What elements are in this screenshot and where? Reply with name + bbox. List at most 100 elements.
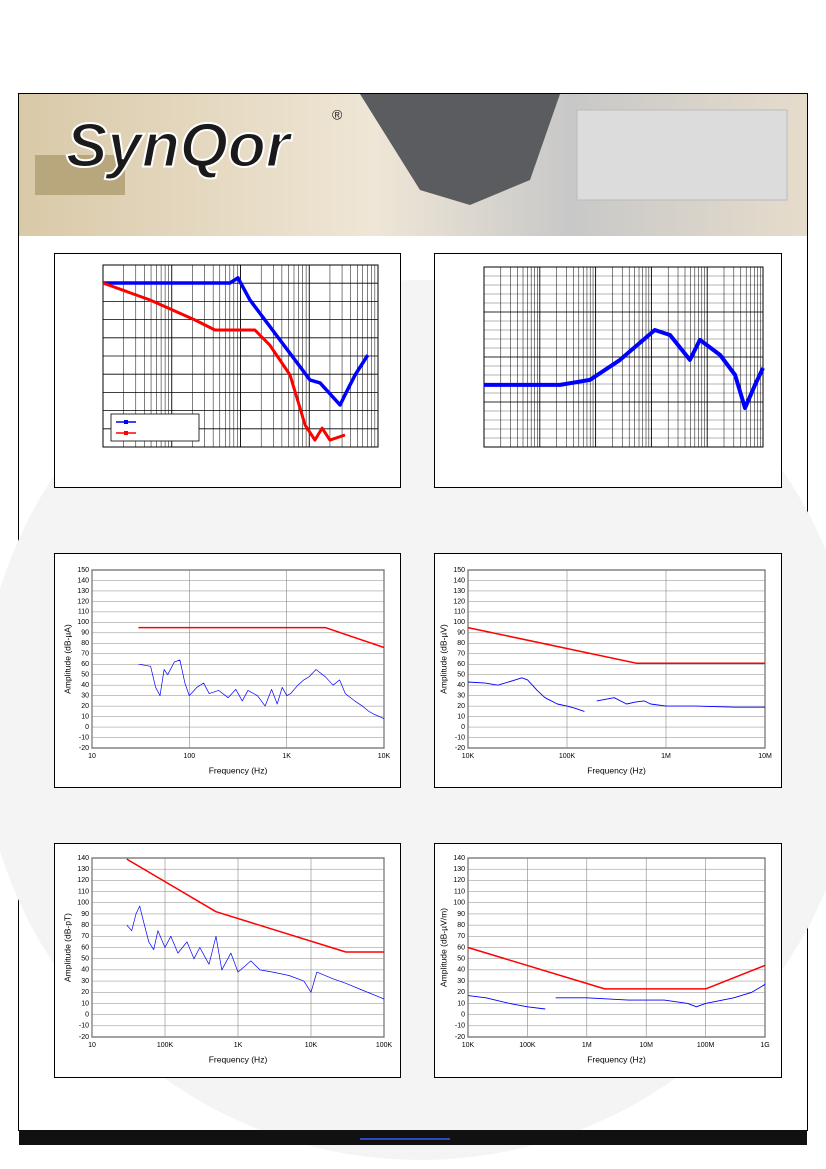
y-tick-label: -10 <box>455 734 465 741</box>
plot-area <box>91 569 385 749</box>
y-tick-label: 70 <box>81 933 89 940</box>
x-tick-label: 100K <box>559 753 576 760</box>
legend <box>110 413 200 442</box>
y-axis-label: Amplitude (dB-µV) <box>438 624 448 694</box>
y-tick-label: 90 <box>457 911 465 918</box>
x-axis-label: Frequency (Hz) <box>587 765 646 775</box>
y-tick-label: 140 <box>77 855 89 862</box>
banner-ship <box>576 109 788 201</box>
y-tick-label: 100 <box>77 900 89 907</box>
y-tick-label: 40 <box>457 682 465 689</box>
y-axis-label: Amplitude (dB-µA) <box>62 624 72 694</box>
y-tick-label: 0 <box>85 724 89 731</box>
y-tick-label: 150 <box>453 567 465 574</box>
data-line <box>138 659 385 720</box>
data-line <box>103 276 370 407</box>
y-tick-label: 120 <box>453 598 465 605</box>
y-tick-label: 80 <box>81 922 89 929</box>
data-line <box>467 946 766 990</box>
x-tick-label: 100K <box>519 1042 536 1049</box>
data-line <box>467 984 766 1010</box>
y-tick-label: 10 <box>457 1000 465 1007</box>
y-tick-label: 150 <box>77 567 89 574</box>
y-tick-label: 120 <box>453 877 465 884</box>
y-tick-label: 20 <box>81 703 89 710</box>
x-tick-label: 10M <box>758 753 772 760</box>
y-tick-label: 130 <box>77 866 89 873</box>
y-tick-label: 10 <box>81 1000 89 1007</box>
x-tick-label: 10K <box>378 753 391 760</box>
banner-tank <box>35 155 125 195</box>
logo-mark: ® <box>332 107 343 123</box>
x-tick-label: 10M <box>639 1042 653 1049</box>
y-tick-label: 80 <box>457 922 465 929</box>
x-tick-label: 1M <box>582 1042 592 1049</box>
y-tick-label: 140 <box>453 577 465 584</box>
x-tick-label: 1K <box>234 1042 243 1049</box>
x-tick-label: 100M <box>697 1042 715 1049</box>
y-tick-label: 0 <box>85 1011 89 1018</box>
x-axis-label: Frequency (Hz) <box>209 1054 268 1064</box>
banner-aircraft <box>360 94 560 205</box>
x-tick-label: 1M <box>661 753 671 760</box>
y-axis-label: Amplitude (dB-pT) <box>62 913 72 982</box>
y-tick-label: 120 <box>77 598 89 605</box>
data-line <box>484 328 765 411</box>
y-tick-label: -10 <box>455 1023 465 1030</box>
y-tick-label: 140 <box>453 855 465 862</box>
y-axis-label: Amplitude (dB-µV/m) <box>438 908 448 987</box>
y-tick-label: 50 <box>81 672 89 679</box>
x-axis-label: Frequency (Hz) <box>587 1054 646 1064</box>
x-tick-label: 100 <box>183 753 195 760</box>
x-tick-label: 10 <box>88 753 96 760</box>
data-line <box>102 281 346 442</box>
y-tick-label: -20 <box>455 1034 465 1041</box>
y-tick-label: 70 <box>457 933 465 940</box>
y-tick-label: 20 <box>457 989 465 996</box>
y-tick-label: 140 <box>77 577 89 584</box>
y-tick-label: 60 <box>457 944 465 951</box>
footer-accent <box>360 1138 450 1140</box>
y-tick-label: 60 <box>457 661 465 668</box>
data-line <box>467 626 765 664</box>
y-tick-label: 10 <box>457 713 465 720</box>
y-tick-label: 90 <box>81 911 89 918</box>
y-tick-label: 100 <box>453 619 465 626</box>
y-tick-label: 20 <box>81 989 89 996</box>
y-tick-label: 110 <box>454 888 465 895</box>
y-tick-label: 80 <box>81 640 89 647</box>
y-tick-label: 10 <box>81 713 89 720</box>
y-tick-label: 0 <box>461 1011 465 1018</box>
y-tick-label: 50 <box>457 956 465 963</box>
x-tick-label: 1K <box>282 753 291 760</box>
x-tick-label: 1G <box>760 1042 769 1049</box>
y-tick-label: 70 <box>81 651 89 658</box>
y-tick-label: -20 <box>455 745 465 752</box>
footer-bar <box>19 1130 807 1145</box>
y-tick-label: 80 <box>457 640 465 647</box>
y-tick-label: 40 <box>81 967 89 974</box>
y-tick-label: -10 <box>79 1023 89 1030</box>
y-tick-label: 70 <box>457 651 465 658</box>
x-tick-label: 100K <box>376 1042 393 1049</box>
y-tick-label: 130 <box>453 866 465 873</box>
x-axis-label: Frequency (Hz) <box>209 765 268 775</box>
y-tick-label: 40 <box>457 967 465 974</box>
y-tick-label: 90 <box>81 630 89 637</box>
legend-marker <box>124 420 128 424</box>
y-tick-label: 130 <box>453 588 465 595</box>
y-tick-label: 110 <box>78 888 89 895</box>
y-tick-label: 40 <box>81 682 89 689</box>
y-tick-label: 110 <box>78 609 89 616</box>
x-tick-label: 10 <box>88 1042 96 1049</box>
data-line <box>126 858 384 953</box>
y-tick-label: 30 <box>457 692 465 699</box>
y-tick-label: 60 <box>81 661 89 668</box>
y-tick-label: 50 <box>81 956 89 963</box>
x-tick-label: 10K <box>305 1042 318 1049</box>
y-tick-label: 100 <box>453 900 465 907</box>
y-tick-label: 120 <box>77 877 89 884</box>
logo: SynQor <box>66 111 293 180</box>
x-tick-label: 10K <box>462 753 475 760</box>
